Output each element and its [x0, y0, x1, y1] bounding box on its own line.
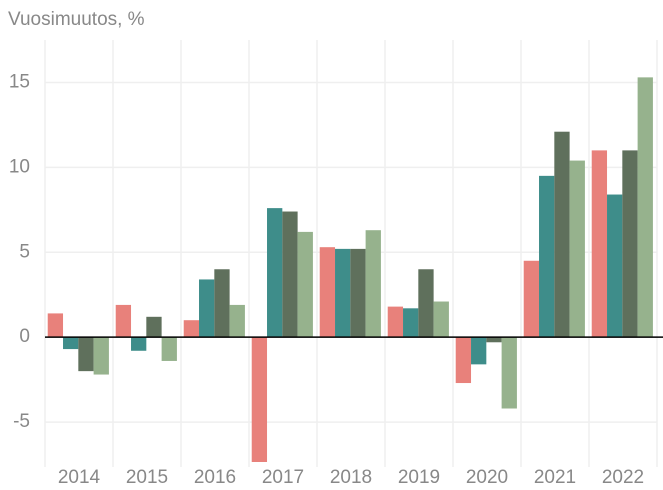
x-tick-label: 2022: [602, 467, 644, 488]
bar: [350, 248, 366, 338]
bar: [319, 247, 336, 338]
bar: [637, 77, 653, 338]
bar: [146, 316, 162, 338]
y-tick-label: 10: [9, 156, 30, 177]
bar: [199, 279, 215, 338]
bar: [335, 248, 351, 338]
y-tick-label: 15: [9, 71, 30, 92]
bar: [183, 320, 200, 338]
bar: [93, 337, 109, 375]
x-tick-label: 2020: [466, 467, 508, 488]
bar: [115, 304, 132, 338]
bar: [501, 337, 517, 409]
bar: [471, 337, 487, 365]
x-tick-label: 2015: [126, 467, 168, 488]
bar: [607, 194, 623, 338]
bar: [47, 313, 64, 338]
y-tick-label: -5: [13, 411, 30, 432]
bar: [591, 150, 608, 338]
y-tick-label: 5: [19, 241, 30, 262]
bar: [131, 337, 147, 351]
bar: [539, 175, 555, 338]
x-tick-label: 2017: [262, 467, 304, 488]
bar: [251, 337, 268, 462]
bar: [403, 308, 419, 338]
bar: [63, 337, 79, 350]
x-tick-label: 2019: [398, 467, 440, 488]
bar: [486, 337, 502, 343]
bar: [418, 269, 434, 338]
bar: [365, 230, 381, 338]
bar: [622, 150, 638, 338]
bar: [433, 301, 449, 338]
bar: [554, 131, 570, 338]
x-tick-label: 2021: [534, 467, 576, 488]
bar: [78, 337, 94, 372]
bar: [297, 231, 313, 338]
bar: [267, 208, 283, 338]
x-tick-label: 2016: [194, 467, 236, 488]
bar: [387, 306, 404, 338]
bar: [161, 337, 177, 361]
bar: [569, 160, 585, 338]
bar: [214, 269, 230, 338]
bar: [282, 211, 298, 338]
x-tick-label: 2014: [58, 467, 101, 488]
bar: [229, 304, 245, 338]
bar: [455, 337, 472, 384]
bar: [523, 260, 540, 338]
x-tick-label: 2018: [330, 467, 372, 488]
y-axis-label: Vuosimuutos, %: [8, 9, 145, 30]
y-tick-label: 0: [19, 326, 30, 347]
